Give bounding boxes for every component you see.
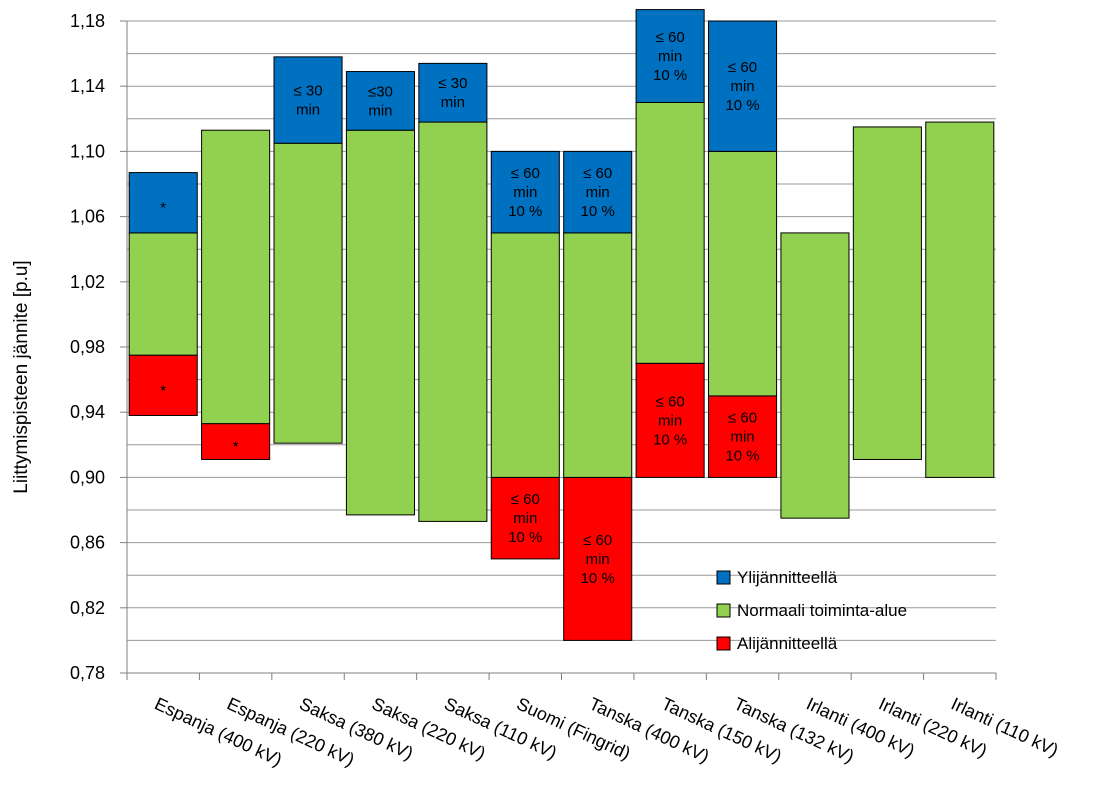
legend-swatch (716, 603, 731, 618)
segment-label: ≤ 60 (728, 59, 757, 76)
segment-label: ≤ 30 (438, 75, 467, 92)
y-tick-label: 1,14 (70, 76, 105, 96)
x-category-label-group: Tanska (400 kV) (586, 693, 712, 766)
bar-segment (563, 232, 633, 478)
y-tick-label: 1,10 (70, 141, 105, 161)
segment-label: ≤ 60 (511, 491, 540, 508)
segment-label: min (513, 510, 537, 527)
segment-label: ≤ 60 (511, 165, 540, 182)
segment-label: min (586, 551, 610, 568)
segment-label: * (160, 382, 166, 399)
y-tick-label: 1,18 (70, 11, 105, 31)
bar-segment (418, 121, 488, 522)
segment-label: ≤ 30 (293, 83, 322, 100)
legend-label: Normaali toiminta-alue (737, 601, 907, 620)
y-tick-label: 1,02 (70, 272, 105, 292)
segment-label: ≤ 60 (728, 410, 757, 427)
bar-segment (635, 102, 705, 364)
segment-label: ≤ 60 (656, 29, 685, 46)
segment-label: 10 % (508, 529, 542, 546)
segment-label: 10 % (653, 67, 687, 84)
bars-layer: * * ≤ 60 min 10 % ≤ 60 min 10 % ≤ 60 min 10 % ≤ 60 m… (128, 9, 995, 641)
legend-label: Alijännitteellä (737, 634, 838, 653)
bar-segment (635, 362, 705, 478)
segment-label: 10 % (508, 203, 542, 220)
segment-label: min (730, 429, 754, 446)
segment-label: 10 % (581, 570, 615, 587)
segment-label: min (441, 94, 465, 111)
legend-swatch (716, 636, 731, 651)
x-category-label: Tanska (150 kV) (658, 693, 784, 766)
y-axis-label: Liittymispisteen jännite [p.u] (11, 260, 32, 493)
segment-label: ≤ 60 (583, 165, 612, 182)
bar-segment (708, 395, 778, 478)
x-category-label: Espanja (400 kV) (152, 693, 286, 769)
bar-segment (273, 142, 343, 444)
segment-label: ≤30 (368, 83, 393, 100)
gridlines (127, 20, 996, 674)
bar-segment (490, 232, 560, 478)
bar-segment (708, 150, 778, 397)
y-tick-label: 0,98 (70, 337, 105, 357)
bar-segment (708, 20, 778, 152)
bar-segment (128, 232, 198, 356)
segment-label: min (368, 102, 392, 119)
bar-segment (128, 354, 198, 416)
bar-segment (635, 9, 705, 104)
segment-label: min (513, 184, 537, 201)
segment-label: 10 % (581, 203, 615, 220)
segment-label: 10 % (653, 431, 687, 448)
bar-segment (418, 62, 488, 123)
segment-label: 10 % (725, 97, 759, 114)
segment-label: ≤ 60 (583, 532, 612, 549)
y-tick-label: 0,90 (70, 467, 105, 487)
segment-label: min (658, 412, 682, 429)
y-tick-label: 0,78 (70, 663, 105, 683)
y-tick-label: 0,82 (70, 598, 105, 618)
bar-segment (128, 172, 198, 234)
bar-segment (490, 150, 560, 234)
y-tick-label: 0,86 (70, 533, 105, 553)
bar-segment (925, 121, 995, 478)
segment-label: * (160, 200, 166, 217)
x-category-label-group: Tanska (150 kV) (658, 693, 784, 766)
legend-label: Ylijännitteellä (737, 568, 838, 587)
segment-label: ≤ 60 (656, 393, 685, 410)
legend-swatch (716, 570, 731, 585)
segment-label: min (586, 184, 610, 201)
x-category-label-group: Espanja (400 kV) (152, 693, 286, 769)
segment-label: min (296, 102, 320, 119)
segment-label: * (233, 439, 239, 456)
segment-label: min (658, 48, 682, 65)
bar-segment (852, 126, 922, 460)
bar-segment (563, 150, 633, 234)
y-tick-label: 1,06 (70, 207, 105, 227)
bar-segment (201, 129, 271, 425)
bar-segment (201, 423, 271, 460)
x-category-label: Tanska (132 kV) (731, 693, 857, 766)
segment-label: 10 % (725, 448, 759, 465)
bar-segment (345, 129, 415, 516)
bar-segment (273, 56, 343, 144)
x-category-label: Tanska (400 kV) (586, 693, 712, 766)
legend: Ylijännitteellä Normaali toiminta-alue Ali… (716, 568, 907, 653)
bar-segment (780, 232, 850, 519)
y-tick-label: 0,94 (70, 402, 105, 422)
x-category-label-group: Tanska (132 kV) (731, 693, 857, 766)
bar-segment (345, 71, 415, 131)
segment-label: min (730, 78, 754, 95)
